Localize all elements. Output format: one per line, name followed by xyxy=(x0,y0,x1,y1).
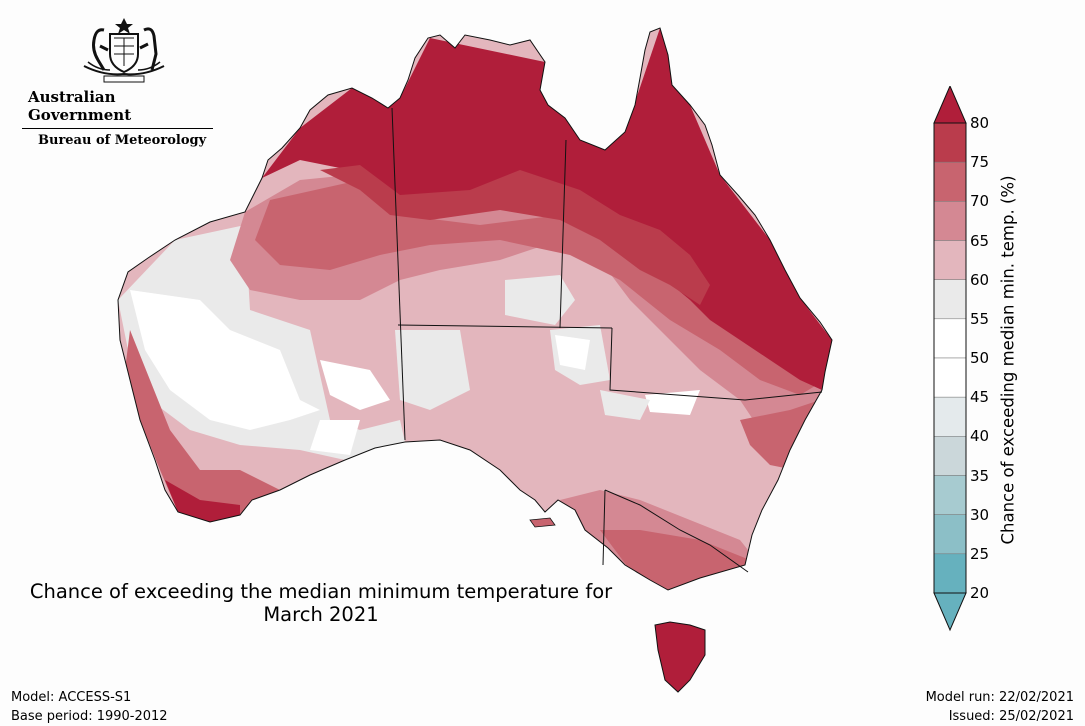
legend-band xyxy=(933,396,967,437)
map-title: Chance of exceeding the median minimum t… xyxy=(10,580,632,626)
legend-band xyxy=(933,161,967,202)
legend-band xyxy=(933,436,967,476)
map-title-line1: Chance of exceeding the median minimum t… xyxy=(29,580,613,603)
model-run-label: Model run: 22/02/2021 xyxy=(925,690,1074,705)
legend-tick-label: 75 xyxy=(970,153,990,172)
state-borders xyxy=(391,107,823,573)
legend-band xyxy=(933,122,967,163)
footer-left: Model: ACCESS-S1 Base period: 1990-2012 xyxy=(11,688,168,726)
base-period-label: Base period: 1990-2012 xyxy=(11,709,168,724)
legend-tick-label: 70 xyxy=(970,192,990,211)
legend-tick-label: 20 xyxy=(970,584,990,602)
legend-band xyxy=(933,553,967,594)
legend-band xyxy=(933,514,967,555)
legend-tick-label: 30 xyxy=(970,505,990,524)
bureau-name: Bureau of Meteorology xyxy=(38,133,207,148)
legend-top-arrow xyxy=(933,86,967,124)
legend-tick-label: 45 xyxy=(970,388,990,407)
footer-right: Model run: 22/02/2021 Issued: 25/02/2021 xyxy=(926,688,1074,726)
tasmania xyxy=(654,621,706,693)
legend-band xyxy=(933,201,967,241)
color-legend xyxy=(930,86,1080,636)
legend-title: Chance of exceeding median min. temp. (%… xyxy=(998,175,1018,545)
legend-band xyxy=(933,240,967,280)
legend-tick-label: 25 xyxy=(970,544,990,563)
map-title-line2: March 2021 xyxy=(263,603,379,626)
legend-tick-label: 40 xyxy=(970,427,990,446)
legend-band xyxy=(933,279,967,320)
coat-of-arms-icon xyxy=(83,18,165,83)
legend-tick-label: 55 xyxy=(970,309,990,328)
legend-colorbar xyxy=(933,86,967,632)
legend-band xyxy=(933,357,967,398)
legend-tick-label: 35 xyxy=(970,466,990,485)
government-logo: Australian Government Bureau of Meteorol… xyxy=(22,10,222,148)
legend-tick-label: 65 xyxy=(970,231,990,250)
legend-bottom-arrow xyxy=(933,592,967,632)
legend-tick-label: 60 xyxy=(970,270,990,289)
legend-tick-label: 80 xyxy=(970,114,990,132)
model-label: Model: ACCESS-S1 xyxy=(11,690,132,705)
government-name: Australian Government xyxy=(22,88,213,129)
legend-band xyxy=(933,318,967,359)
issued-label: Issued: 25/02/2021 xyxy=(948,709,1074,724)
legend-tick-label: 50 xyxy=(970,349,990,367)
legend-band xyxy=(933,475,967,515)
